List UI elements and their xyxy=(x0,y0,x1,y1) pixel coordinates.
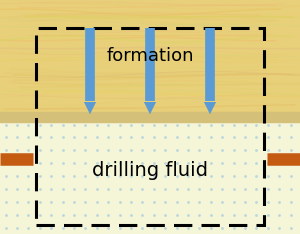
Bar xyxy=(36,28,264,225)
Text: formation: formation xyxy=(106,47,194,65)
Bar xyxy=(0,112,300,122)
Bar xyxy=(0,0,300,112)
Text: drilling fluid: drilling fluid xyxy=(92,161,208,180)
Bar xyxy=(0,122,300,234)
